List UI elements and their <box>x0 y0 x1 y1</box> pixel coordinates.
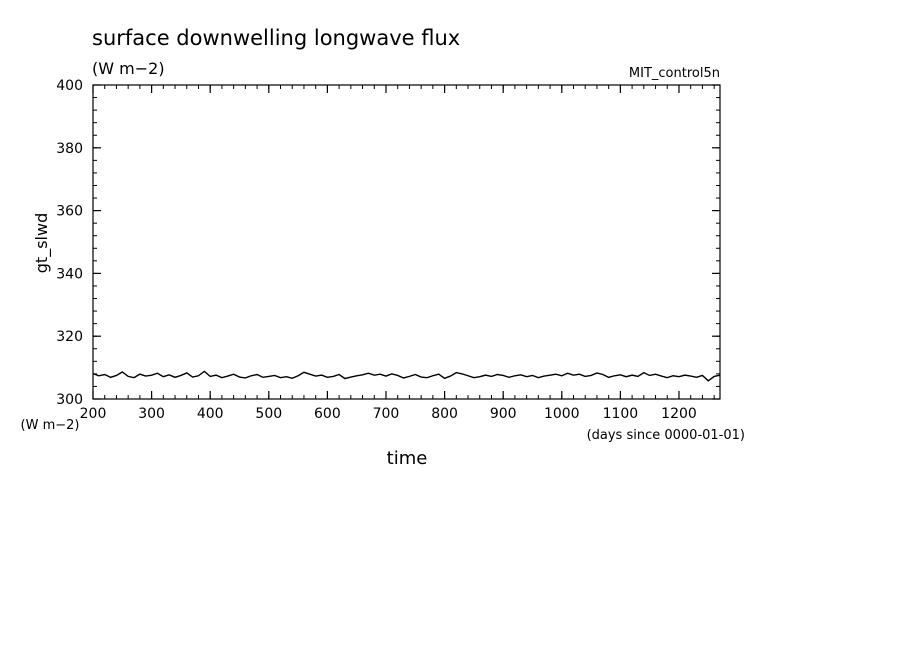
y-tick-label: 360 <box>56 204 83 220</box>
plot-frame <box>92 84 721 400</box>
x-tick-label: 400 <box>197 406 224 422</box>
x-tick-label: 900 <box>490 406 517 422</box>
series-line <box>92 370 721 382</box>
y-tick-label: 380 <box>56 141 83 157</box>
axis-ticks <box>92 84 720 400</box>
x-tick-label: 700 <box>373 406 400 422</box>
x-tick-label: 500 <box>255 406 282 422</box>
x-tick-label: 1200 <box>661 406 697 422</box>
y-tick-labels: 300 320 340 360 380 400 <box>56 78 83 408</box>
x-tick-label: 1100 <box>603 406 639 422</box>
y-tick-label: 300 <box>56 392 83 408</box>
y-axis-title: gt_slwd <box>32 213 52 273</box>
y-tick-label: 400 <box>56 78 83 94</box>
x-axis-units: (days since 0000-01-01) <box>587 428 745 443</box>
x-axis-title: time <box>387 448 428 469</box>
y-tick-label: 340 <box>56 266 83 282</box>
x-tick-label: 300 <box>138 406 165 422</box>
x-tick-label: 600 <box>314 406 341 422</box>
x-tick-label: 1000 <box>544 406 580 422</box>
chart-title: surface downwelling longwave flux <box>92 26 460 50</box>
x-tick-label: 200 <box>80 406 107 422</box>
y-axis-units: (W m−2) <box>21 418 80 433</box>
x-tick-label: 800 <box>431 406 458 422</box>
chart-title-units: (W m−2) <box>92 59 165 78</box>
x-tick-labels: 200 300 400 500 600 700 800 900 1000 1100 1200 <box>80 406 697 422</box>
y-tick-label: 320 <box>56 329 83 345</box>
experiment-label: MIT_control5n <box>629 66 720 81</box>
